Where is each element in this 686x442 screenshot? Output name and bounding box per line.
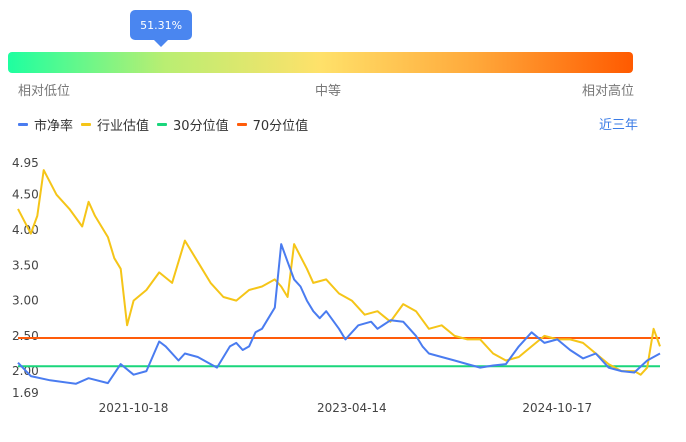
reference-lines — [18, 336, 660, 368]
legend-swatch-p70 — [236, 122, 247, 126]
low-label: 相对低位 — [18, 84, 71, 99]
legend-item-pb[interactable]: 市净率 — [18, 115, 73, 134]
y-tick-label: 4.00 — [12, 223, 39, 237]
legend-item-p30[interactable]: 30分位值 — [157, 115, 229, 134]
y-tick-label: 3.00 — [12, 294, 39, 308]
series-lines — [17, 169, 661, 385]
legend-swatch-pb — [18, 122, 28, 126]
legend-item-industry[interactable]: 行业估值 — [81, 115, 149, 134]
high-label: 相对高位 — [582, 84, 635, 99]
y-axis: 4.954.504.003.503.002.502.001.69 — [12, 156, 39, 400]
mid-label: 中等 — [315, 84, 342, 99]
gradient-bar — [8, 52, 633, 73]
legend-item-p70[interactable]: 70分位值 — [236, 115, 309, 134]
period-selector[interactable]: 近三年 — [599, 118, 639, 133]
legend-label-industry: 行业估值 — [97, 118, 150, 134]
legend-swatch-p30 — [157, 122, 168, 126]
legend: 市净率 行业估值 30分位值 70分位值 — [18, 114, 316, 134]
x-tick-label: 2024-10-17 — [522, 401, 592, 415]
series-line — [17, 243, 661, 385]
y-tick-label: 2.50 — [12, 329, 39, 343]
percentile-gauge: 51.31% 相对低位 中等 相对高位 — [0, 0, 686, 110]
x-tick-label: 2021-10-18 — [99, 401, 169, 415]
y-tick-label: 1.69 — [12, 386, 39, 400]
legend-swatch-industry — [81, 122, 92, 126]
legend-label-pb: 市净率 — [34, 118, 74, 134]
y-tick-label: 4.50 — [12, 188, 39, 202]
percentile-bubble: 51.31% — [130, 10, 193, 47]
x-axis: 2021-10-18 2023-04-14 2024-10-17 — [99, 401, 592, 415]
legend-label-p30: 30分位值 — [173, 118, 229, 134]
legend-label-p70: 70分位值 — [252, 118, 309, 134]
series-line — [17, 169, 661, 376]
y-tick-label: 3.50 — [12, 258, 39, 272]
x-tick-label: 2023-04-14 — [317, 401, 387, 415]
y-tick-label: 4.95 — [12, 156, 39, 170]
